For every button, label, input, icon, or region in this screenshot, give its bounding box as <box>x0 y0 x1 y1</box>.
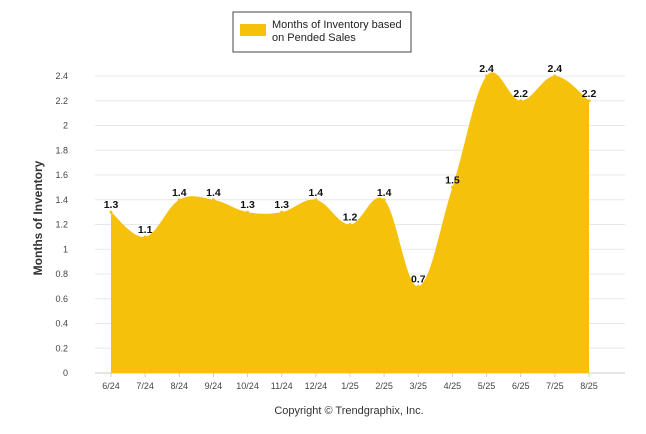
data-point <box>280 210 284 214</box>
y-axis-title: Months of Inventory <box>31 160 45 275</box>
y-tick-label: 0.8 <box>55 269 68 279</box>
y-tick-label: 1.4 <box>55 195 68 205</box>
data-point <box>485 74 489 78</box>
x-tick-label: 10/24 <box>236 381 259 391</box>
x-tick-label: 12/24 <box>305 381 328 391</box>
x-tick-label: 9/24 <box>205 381 223 391</box>
data-label: 1.3 <box>274 199 289 211</box>
data-point <box>348 223 352 226</box>
x-tick-label: 7/24 <box>136 381 154 391</box>
x-tick-label: 8/24 <box>171 381 189 391</box>
x-tick-label: 2/25 <box>375 381 393 391</box>
data-point <box>109 210 113 214</box>
y-tick-label: 2.4 <box>55 71 68 81</box>
x-tick-label: 1/25 <box>341 381 359 391</box>
y-tick-label: 2 <box>63 121 68 131</box>
data-point <box>587 99 591 103</box>
x-tick-label: 6/24 <box>102 381 120 391</box>
y-axis-ticks: 0 0.2 0.4 0.6 0.8 1 1.2 1.4 1.6 1.8 2 2.2 2.4 <box>55 71 68 378</box>
data-label: 2.4 <box>479 63 494 75</box>
data-label: 2.4 <box>548 63 563 75</box>
data-label: 1.4 <box>172 187 187 199</box>
y-tick-label: 0.4 <box>55 319 68 329</box>
area-fill <box>111 72 589 373</box>
y-tick-label: 1 <box>63 244 68 254</box>
data-label: 2.2 <box>513 88 528 100</box>
y-tick-label: 1.2 <box>55 220 68 230</box>
data-label: 1.3 <box>104 199 119 211</box>
data-label: 0.7 <box>411 273 426 285</box>
x-tick-label: 5/25 <box>478 381 496 391</box>
legend-box <box>232 11 412 53</box>
data-point <box>246 210 250 214</box>
legend-label-line-1: Months of Inventory based <box>272 19 402 31</box>
x-tick-label: 11/24 <box>271 381 293 391</box>
data-label: 2.2 <box>582 88 597 100</box>
x-tick-label: 3/25 <box>410 381 428 391</box>
data-label: 1.4 <box>377 187 392 199</box>
y-tick-label: 0.2 <box>55 343 68 353</box>
data-label: 1.3 <box>240 199 255 211</box>
data-point <box>416 284 420 288</box>
y-tick-label: 0.6 <box>55 294 68 304</box>
y-tick-label: 1.8 <box>55 145 68 155</box>
data-point <box>177 198 181 202</box>
x-tick-label: 6/25 <box>512 381 530 391</box>
data-point <box>519 99 523 103</box>
legend-label-line-2: on Pended Sales <box>272 32 356 44</box>
data-point <box>314 198 318 202</box>
data-point <box>450 185 454 189</box>
data-labels: 1.3 1.1 1.4 1.4 1.3 1.3 1.4 1.2 1.4 0.7 1.5 2.4 2.2 2… <box>104 63 597 285</box>
data-label: 1.1 <box>138 224 153 236</box>
x-tick-label: 8/25 <box>580 381 598 391</box>
x-axis-ticks: 6/24 7/24 8/24 9/24 10/24 11/24 12/24 1/25 2/25 3… <box>102 373 598 391</box>
y-tick-label: 2.2 <box>55 96 68 106</box>
copyright-text: Copyright © Trendgraphix, Inc. <box>274 405 423 417</box>
y-tick-label: 0 <box>63 368 68 378</box>
data-label: 1.4 <box>206 187 221 199</box>
area-series <box>109 72 591 373</box>
data-point <box>382 198 386 202</box>
legend-swatch <box>240 24 266 36</box>
data-label: 1.2 <box>343 212 358 224</box>
data-point <box>553 74 557 78</box>
data-point <box>211 198 215 202</box>
data-label: 1.5 <box>445 174 460 186</box>
data-label: 1.4 <box>309 187 324 199</box>
legend[interactable]: Months of Inventory based on Pended Sale… <box>232 11 412 53</box>
x-tick-label: 7/25 <box>546 381 564 391</box>
y-tick-label: 1.6 <box>55 170 68 180</box>
data-point <box>143 235 147 239</box>
x-tick-label: 4/25 <box>444 381 462 391</box>
